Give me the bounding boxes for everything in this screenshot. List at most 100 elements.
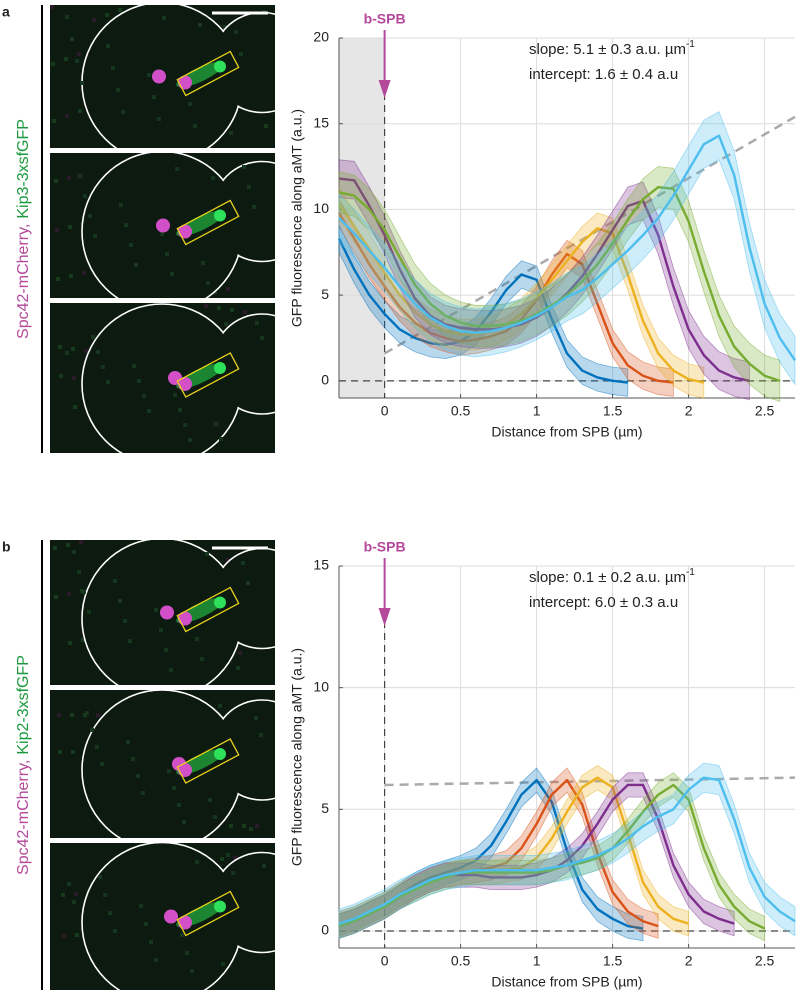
x-tick-label: 0	[381, 403, 389, 419]
noise	[82, 590, 86, 594]
noise	[69, 274, 73, 278]
noise	[221, 962, 225, 966]
noise	[198, 23, 202, 27]
noise	[247, 185, 251, 189]
noise	[95, 745, 99, 749]
annotation-text: intercept: 6.0 ± 0.3 a.u	[529, 594, 678, 611]
micrograph	[50, 153, 275, 298]
roi-box	[176, 738, 240, 784]
noise	[85, 711, 89, 715]
error-band	[338, 187, 705, 399]
cell-interior	[213, 315, 275, 413]
cell-interior	[213, 13, 275, 112]
micrograph	[50, 843, 275, 990]
spb-spot	[178, 377, 192, 391]
noise	[84, 349, 88, 353]
noise	[255, 824, 259, 828]
noise	[204, 304, 208, 308]
noise	[113, 929, 117, 933]
noise	[164, 648, 168, 652]
annotation: slope: 0.1 ± 0.2 a.u. µm-1	[529, 567, 695, 586]
noise	[165, 252, 169, 256]
y-tick-label: 5	[321, 286, 329, 302]
noise	[58, 345, 62, 349]
noise	[87, 610, 91, 614]
noise	[226, 287, 230, 291]
image-label: Spc42-mCherry, Kip2-3xsfGFP	[15, 655, 32, 875]
noise	[134, 263, 138, 267]
annotation-superscript: -1	[686, 39, 695, 50]
annotation: intercept: 6.0 ± 0.3 a.u	[529, 594, 678, 611]
noise	[113, 579, 117, 583]
noise	[154, 608, 158, 612]
noise	[242, 824, 246, 828]
marker-arrowhead	[378, 608, 391, 626]
noise	[214, 422, 218, 426]
noise	[193, 124, 197, 128]
noise	[200, 657, 204, 661]
noise	[124, 223, 128, 227]
noise	[123, 619, 127, 623]
annotation: slope: 5.1 ± 0.3 a.u. µm-1	[529, 39, 695, 58]
noise	[157, 117, 161, 121]
annotation: intercept: 1.6 ± 0.4 a.u	[529, 66, 678, 83]
noise	[129, 243, 133, 247]
noise	[83, 194, 87, 198]
noise	[78, 174, 82, 178]
noise	[137, 379, 141, 383]
cell-interior	[83, 691, 241, 838]
x-tick-label: 1	[533, 403, 541, 419]
noise	[231, 871, 235, 875]
error-band	[338, 159, 750, 401]
y-tick-label: 15	[313, 557, 329, 573]
noise	[67, 882, 71, 886]
noise	[80, 81, 84, 85]
noise	[59, 374, 63, 378]
x-axis-label: Distance from SPB (µm)	[491, 424, 642, 440]
annotation-text: slope: 5.1 ± 0.3 a.u. µm	[529, 41, 686, 58]
marker-label: b-SPB	[364, 539, 406, 555]
gfp-spot	[214, 362, 226, 374]
series-line	[338, 134, 796, 361]
gfp-spot	[214, 60, 226, 73]
x-tick-label: 0.5	[451, 953, 471, 969]
gfp-spot	[214, 900, 226, 913]
noise	[205, 552, 209, 556]
annotation-text: intercept: 1.6 ± 0.4 a.u	[529, 66, 678, 83]
series-line	[338, 776, 796, 925]
x-axis-label: Distance from SPB (µm)	[491, 974, 642, 990]
noise	[206, 281, 210, 285]
noise	[172, 786, 176, 790]
noise	[68, 641, 72, 645]
noise	[216, 824, 220, 828]
noise	[149, 940, 153, 944]
spb-spot	[156, 218, 170, 233]
image-label-gfp: Kip2-3xsfGFP	[15, 655, 32, 755]
noise	[246, 581, 250, 585]
micrograph	[50, 540, 275, 685]
noise	[218, 704, 222, 708]
noise	[136, 774, 140, 778]
noise	[78, 109, 82, 113]
noise	[234, 30, 238, 34]
annotation-superscript: -1	[686, 567, 695, 578]
x-tick-label: 0.5	[451, 403, 471, 419]
noise	[229, 131, 233, 135]
roi-box	[176, 50, 240, 97]
noise	[82, 271, 86, 275]
noise	[154, 958, 158, 962]
noise	[96, 713, 100, 717]
noise	[109, 169, 113, 173]
image-label-mcherry: Spc42-mCherry,	[15, 760, 32, 875]
noise	[188, 102, 192, 106]
noise	[213, 815, 217, 819]
noise	[128, 639, 132, 643]
noise	[73, 405, 77, 409]
noise	[264, 124, 268, 128]
noise	[144, 922, 148, 926]
noise	[241, 561, 245, 565]
noise	[64, 57, 68, 61]
noise	[147, 409, 151, 413]
